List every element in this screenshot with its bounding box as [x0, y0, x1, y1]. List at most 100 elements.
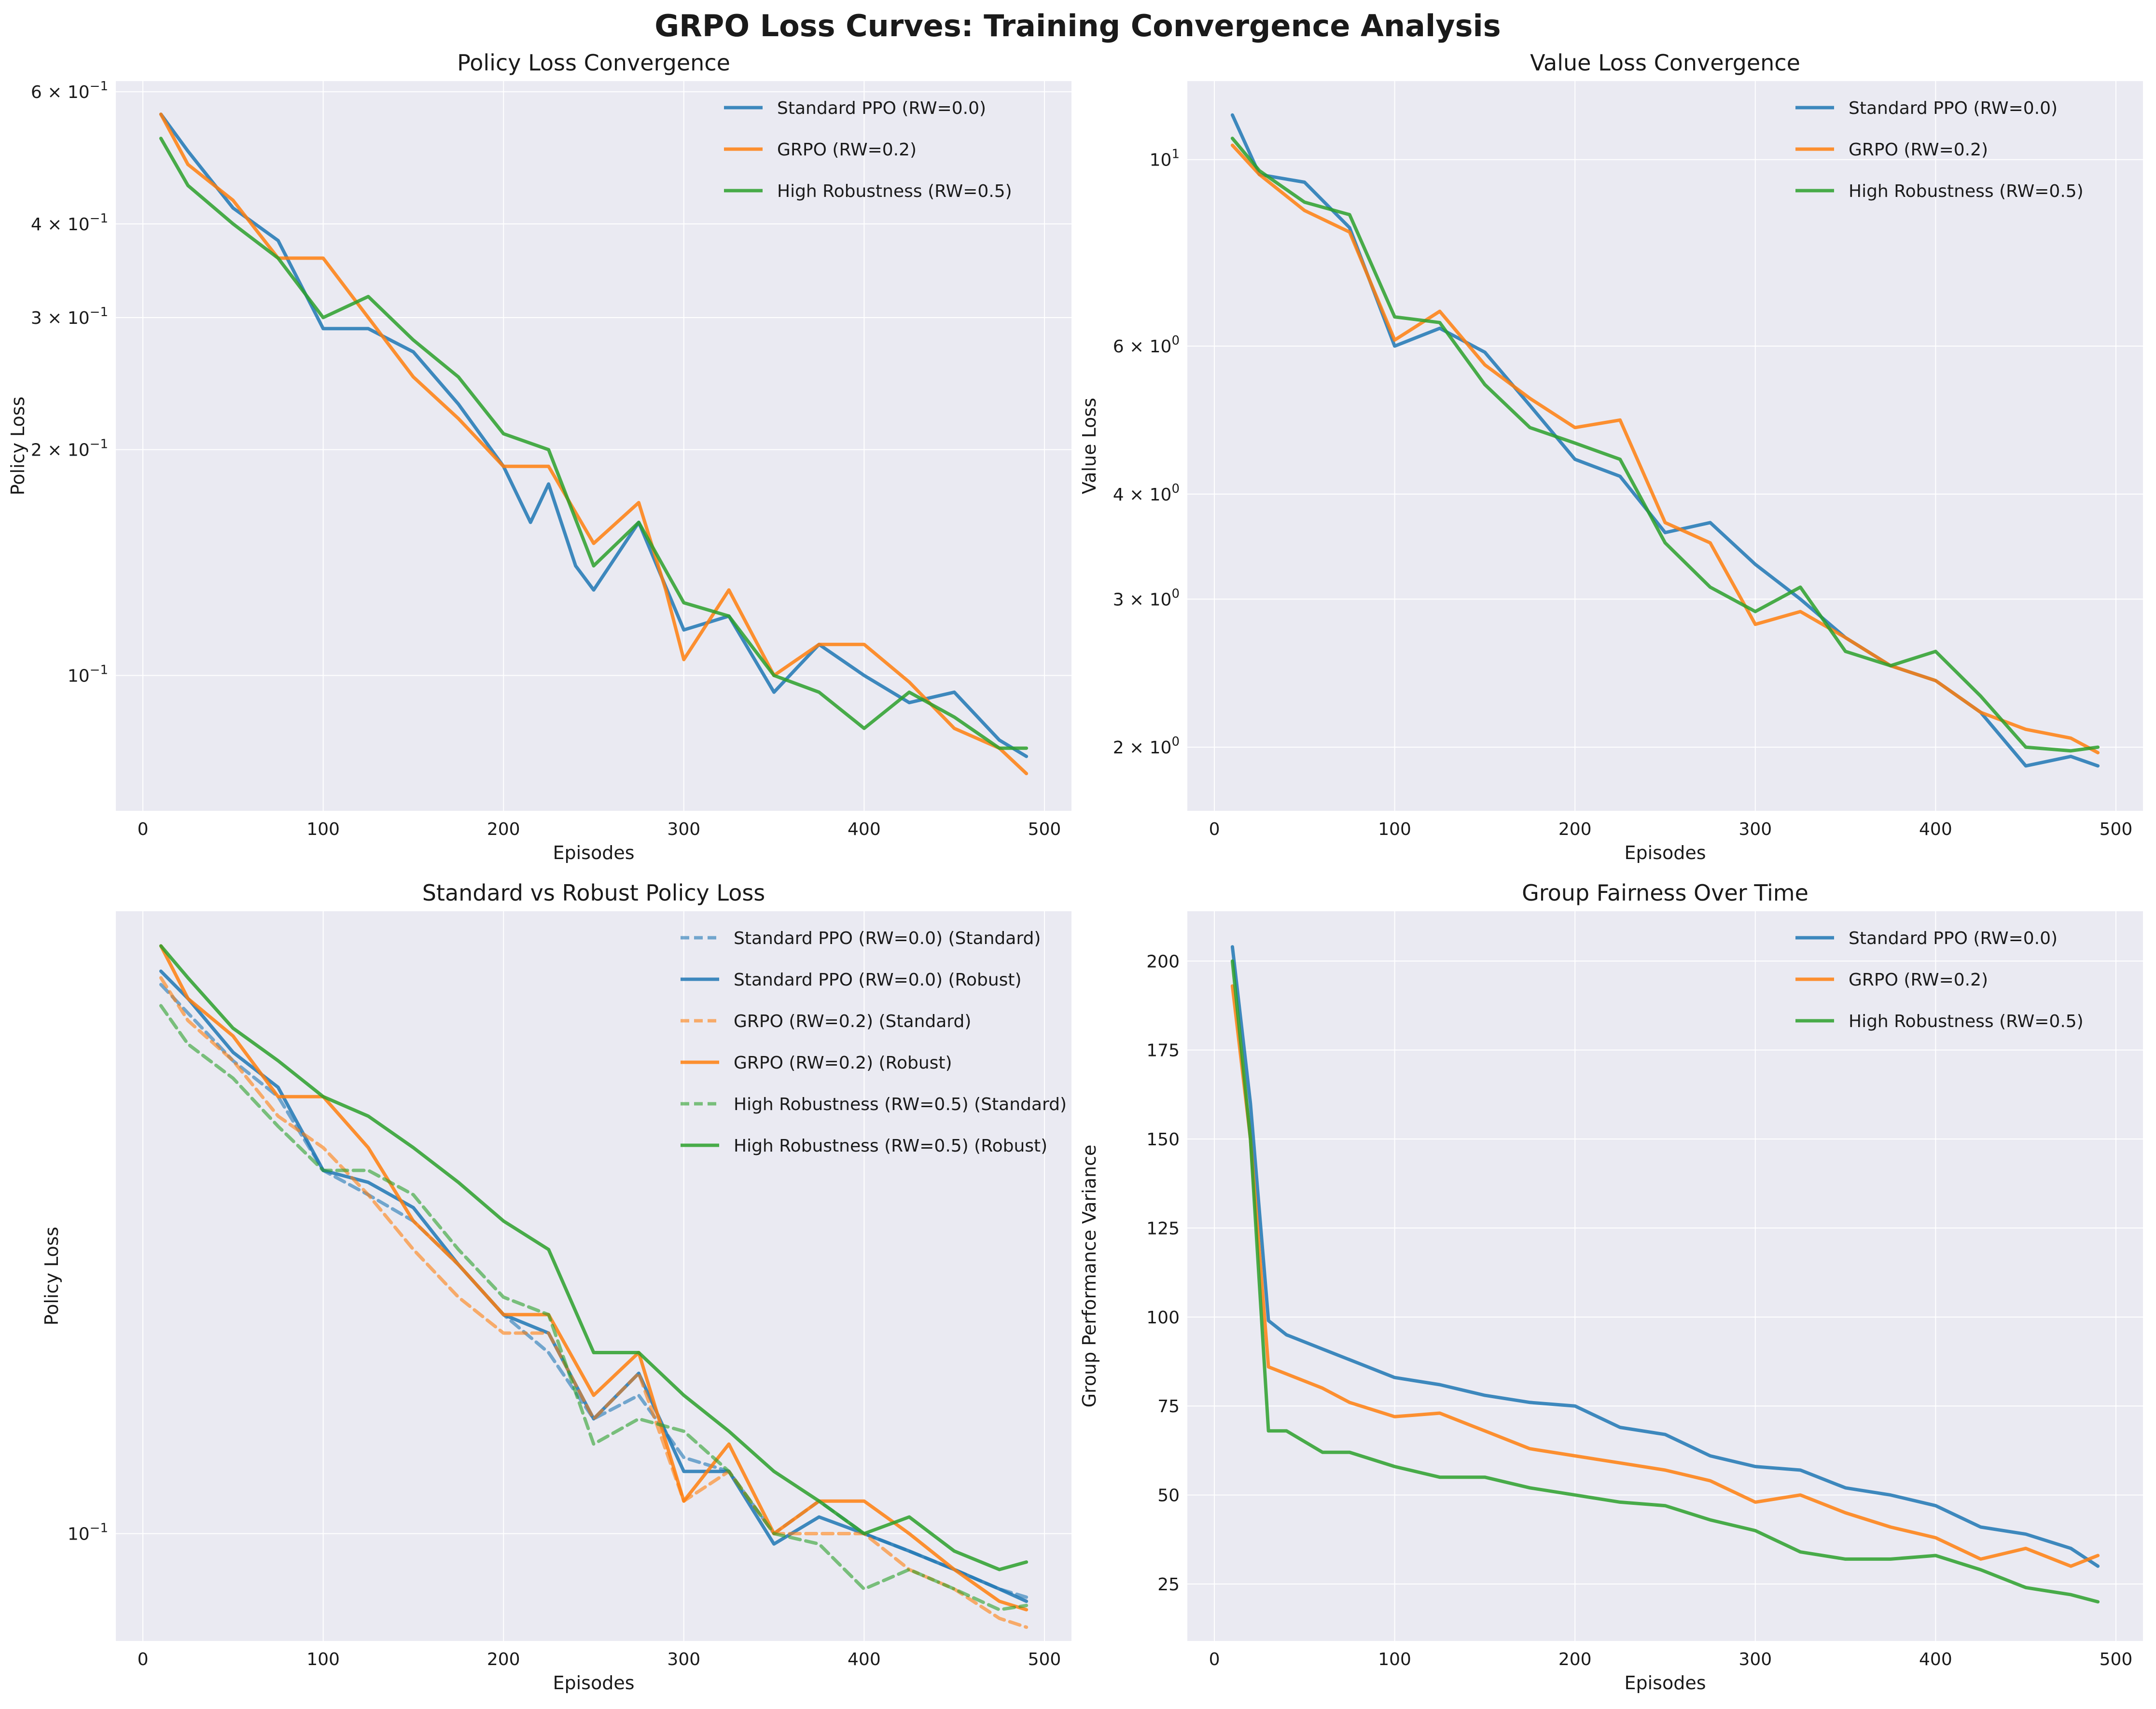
x-tick-label: 0: [138, 820, 149, 839]
x-tick-label: 200: [487, 1650, 520, 1669]
plot-area: [116, 81, 1071, 811]
y-tick-base: 4 × 10: [31, 215, 90, 235]
series-line-policy-2: [159, 137, 1029, 750]
series-line-fairness-2: [1230, 959, 2100, 1604]
series-line-policy-1: [159, 112, 1029, 776]
legend-label: Standard PPO (RW=0.0) (Standard): [734, 929, 1041, 948]
y-tick-label: 75: [1157, 1397, 1180, 1417]
y-axis-label: Policy Loss: [41, 1227, 62, 1326]
legend: Standard PPO (RW=0.0) GRPO (RW=0.2) High R…: [1795, 929, 2084, 1031]
x-tick-label: 300: [667, 820, 700, 839]
y-tick-label: 2 × 10−1: [31, 437, 108, 460]
y-tick-label: 3 × 100: [1113, 586, 1180, 610]
legend-label: GRPO (RW=0.2): [1849, 140, 1988, 160]
legend: Standard PPO (RW=0.0) GRPO (RW=0.2) High R…: [1795, 98, 2084, 201]
x-tick-label: 0: [138, 1650, 149, 1669]
x-tick-label: 300: [1739, 1650, 1772, 1669]
series-line-robust-2: [159, 976, 1029, 1629]
x-tick-label: 400: [1919, 1650, 1952, 1669]
x-tick-label: 500: [2100, 1650, 2133, 1669]
y-tick-label: 100: [1146, 1308, 1180, 1328]
y-tick-label: 10−1: [68, 1521, 108, 1544]
legend-label: High Robustness (RW=0.5) (Robust): [734, 1136, 1047, 1156]
y-tick-label: 125: [1146, 1219, 1180, 1238]
y-tick-base: 10: [68, 1525, 90, 1544]
y-tick-base: 4 × 10: [1113, 485, 1172, 505]
panel-title: Group Fairness Over Time: [1522, 880, 1808, 906]
y-tick-exponent: 0: [1171, 586, 1180, 601]
y-tick-exponent: −1: [90, 305, 108, 320]
legend-label: Standard PPO (RW=0.0): [777, 98, 986, 118]
y-tick-label: 3 × 10−1: [31, 305, 108, 328]
y-tick-label: 50: [1157, 1486, 1180, 1506]
x-tick-label: 0: [1209, 820, 1220, 839]
legend: Standard PPO (RW=0.0) (Standard) Standard…: [681, 929, 1067, 1156]
y-tick-exponent: 0: [1171, 482, 1180, 496]
y-tick-base: 6 × 10: [31, 83, 90, 102]
y-axis-label: Value Loss: [1079, 398, 1100, 494]
y-tick-exponent: −1: [90, 437, 108, 452]
series-line-fairness-0: [1230, 945, 2100, 1568]
y-tick-label: 10−1: [68, 663, 108, 686]
x-tick-label: 500: [1028, 820, 1061, 839]
y-tick-base: 3 × 10: [1113, 590, 1172, 610]
panel-title: Policy Loss Convergence: [457, 50, 730, 76]
legend-label: Standard PPO (RW=0.0): [1849, 929, 2058, 948]
series-line-robust-5: [159, 944, 1029, 1571]
y-tick-label: 4 × 100: [1113, 482, 1180, 505]
panel-title: Value Loss Convergence: [1530, 50, 1800, 76]
x-tick-label: 400: [1919, 820, 1952, 839]
series-line-value-2: [1230, 137, 2100, 753]
x-tick-label: 100: [306, 820, 340, 839]
x-tick-label: 300: [667, 1650, 700, 1669]
plot-area: [1187, 911, 2143, 1641]
y-tick-base: 3 × 10: [31, 308, 90, 328]
legend-label: GRPO (RW=0.2) (Robust): [734, 1053, 952, 1073]
x-tick-label: 500: [2100, 820, 2133, 839]
panel-robust: 0 100 200 300 400 500 10−1 Standard vs Robust P…: [41, 880, 1071, 1694]
x-tick-label: 200: [1558, 1650, 1592, 1669]
y-tick-base: 2 × 10: [31, 441, 90, 460]
legend-label: High Robustness (RW=0.5): [1849, 181, 2084, 201]
legend-label: GRPO (RW=0.2): [1849, 970, 1988, 990]
y-axis-label: Group Performance Variance: [1079, 1145, 1100, 1408]
legend-label: Standard PPO (RW=0.0) (Robust): [734, 970, 1022, 990]
y-tick-base: 2 × 10: [1113, 738, 1172, 758]
y-tick-label: 150: [1146, 1130, 1180, 1150]
y-tick-label: 101: [1150, 147, 1180, 170]
x-tick-label: 100: [1378, 820, 1411, 839]
x-axis-label: Episodes: [1624, 1672, 1706, 1694]
x-tick-label: 500: [1028, 1650, 1061, 1669]
figure-title: GRPO Loss Curves: Training Convergence A…: [654, 8, 1501, 43]
y-tick-exponent: 0: [1171, 735, 1180, 749]
x-axis-label: Episodes: [553, 1672, 634, 1694]
series-line-value-1: [1230, 143, 2100, 754]
y-tick-label: 200: [1146, 952, 1180, 972]
x-axis-label: Episodes: [553, 842, 634, 863]
legend-label: High Robustness (RW=0.5): [777, 181, 1012, 201]
y-tick-exponent: 1: [1171, 147, 1180, 162]
y-tick-label: 25: [1157, 1575, 1180, 1595]
y-tick-exponent: −1: [90, 79, 108, 94]
x-tick-label: 100: [306, 1650, 340, 1669]
y-tick-exponent: −1: [90, 1521, 108, 1536]
y-axis-label: Policy Loss: [7, 397, 28, 496]
x-tick-label: 400: [848, 1650, 881, 1669]
legend-label: High Robustness (RW=0.5) (Standard): [734, 1095, 1067, 1114]
y-tick-base: 10: [68, 667, 90, 686]
x-tick-label: 0: [1209, 1650, 1220, 1669]
x-tick-label: 400: [848, 820, 881, 839]
x-tick-label: 300: [1739, 820, 1772, 839]
plot-area: [1187, 81, 2143, 811]
x-tick-label: 200: [1558, 820, 1592, 839]
y-tick-base: 10: [1150, 151, 1172, 170]
y-tick-exponent: 0: [1171, 333, 1180, 348]
y-tick-label: 2 × 100: [1113, 735, 1180, 758]
legend-label: High Robustness (RW=0.5): [1849, 1012, 2084, 1031]
x-tick-label: 200: [487, 820, 520, 839]
legend: Standard PPO (RW=0.0) GRPO (RW=0.2) High R…: [724, 98, 1012, 201]
y-tick-exponent: −1: [90, 211, 108, 226]
